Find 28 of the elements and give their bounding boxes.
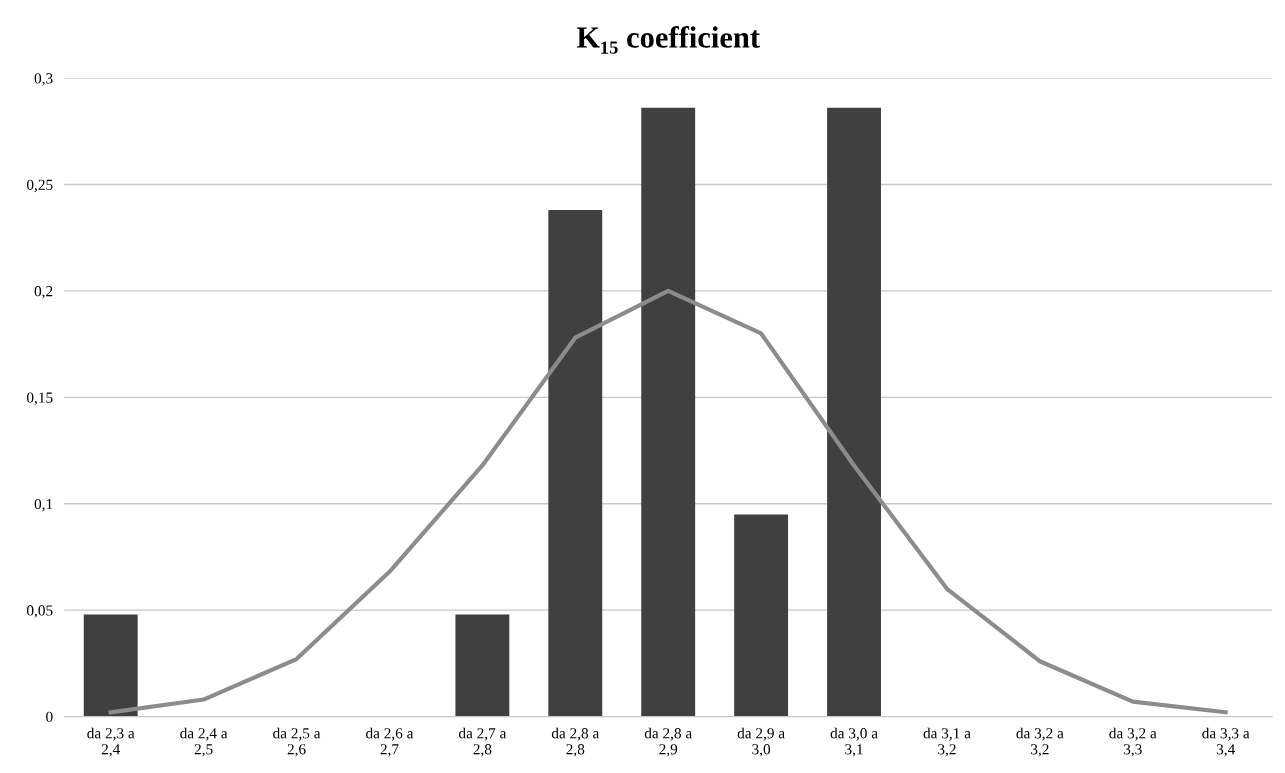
bar <box>827 107 881 717</box>
x-tick-label: da 3,1 a 3,2 <box>923 727 971 757</box>
x-tick-label: da 3,2 a 3,3 <box>1109 727 1157 757</box>
x-tick-label: da 2,6 a 2,7 <box>366 727 414 757</box>
bar <box>455 614 510 717</box>
x-tick-label: da 2,8 a 2,8 <box>551 727 600 757</box>
x-tick-label: da 2,7 a 2,8 <box>458 727 507 757</box>
y-tick-label: 0 <box>46 711 53 723</box>
bar <box>83 614 138 717</box>
y-tick-label: 0,15 <box>26 392 53 405</box>
x-tick-label: da 2,3 a 2,4 <box>87 727 135 757</box>
y-tick-label: 0,3 <box>34 73 53 86</box>
x-tick-label: da 2,9 a 3,0 <box>737 727 785 757</box>
line-series <box>108 288 1228 715</box>
x-tick-label: da 3,3 a 3,4 <box>1202 727 1250 757</box>
bar <box>548 210 603 717</box>
chart-title: K₁₅ coefficient <box>576 26 760 54</box>
x-tick-label: da 2,5 a 2,6 <box>273 727 321 757</box>
x-tick-label: da 3,0 a 3,1 <box>830 727 878 757</box>
x-tick-label: da 2,8 a 2,9 <box>644 727 692 757</box>
y-tick-label: 0,05 <box>26 605 53 618</box>
bar <box>641 107 696 717</box>
y-tick-label: 0,25 <box>26 179 53 193</box>
x-tick-label: da 3,2 a 3,2 <box>1016 727 1064 757</box>
x-tick-label: da 2,4 a 2,5 <box>180 727 228 757</box>
bar <box>734 514 789 717</box>
y-tick-label: 0,2 <box>34 286 53 299</box>
y-tick-label: 0,1 <box>34 498 53 512</box>
